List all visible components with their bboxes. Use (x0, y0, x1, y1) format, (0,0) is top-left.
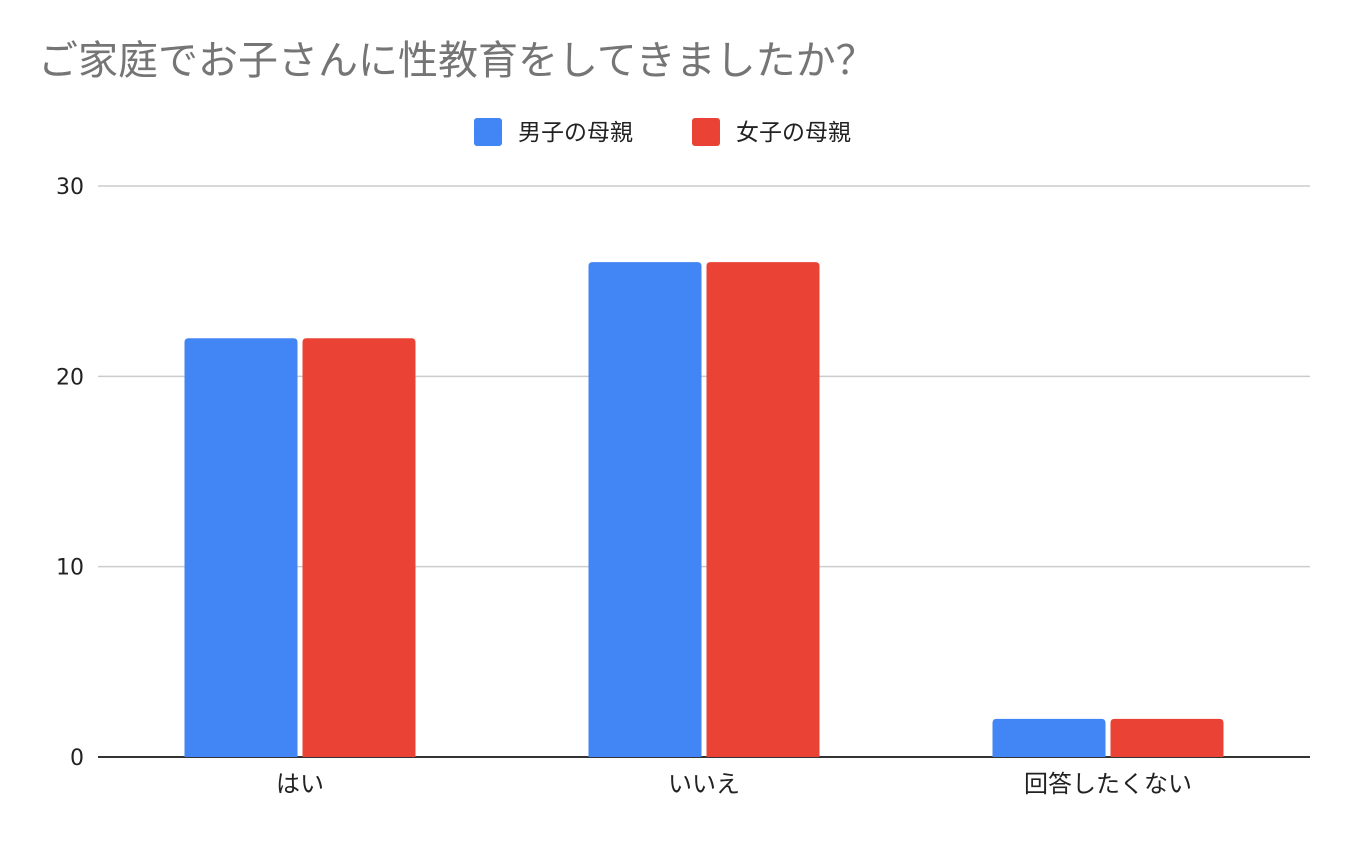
x-axis-ticks: はい いいえ 回答したくない (276, 770, 1192, 798)
x-tick-label-1: はい (276, 770, 324, 798)
legend-label-1: 男子の母親 (518, 120, 633, 146)
bar-3-series-2 (1110, 718, 1224, 757)
legend: 男子の母親 女子の母親 (474, 118, 851, 146)
legend-swatch-1 (474, 118, 502, 146)
y-tick-label-30: 30 (56, 175, 84, 200)
bar-1-series-2 (302, 338, 416, 757)
legend-swatch-2 (692, 118, 720, 146)
y-tick-label-10: 10 (56, 556, 84, 581)
x-tick-label-2: いいえ (668, 770, 740, 798)
bar-2-series-2 (706, 262, 820, 757)
bars (184, 262, 1224, 757)
bar-3-series-1 (992, 718, 1106, 757)
chart-title: ご家庭でお子さんに性教育をしてきましたか？ (38, 38, 876, 84)
bar-2-series-1 (588, 262, 702, 757)
legend-label-2: 女子の母親 (736, 120, 851, 146)
y-tick-label-0: 0 (70, 746, 84, 771)
y-axis-ticks: 0 10 20 30 (56, 175, 84, 771)
x-tick-label-3: 回答したくない (1024, 770, 1192, 798)
y-tick-label-20: 20 (56, 365, 84, 390)
gridlines (98, 185, 1310, 758)
bar-1-series-1 (184, 338, 298, 757)
